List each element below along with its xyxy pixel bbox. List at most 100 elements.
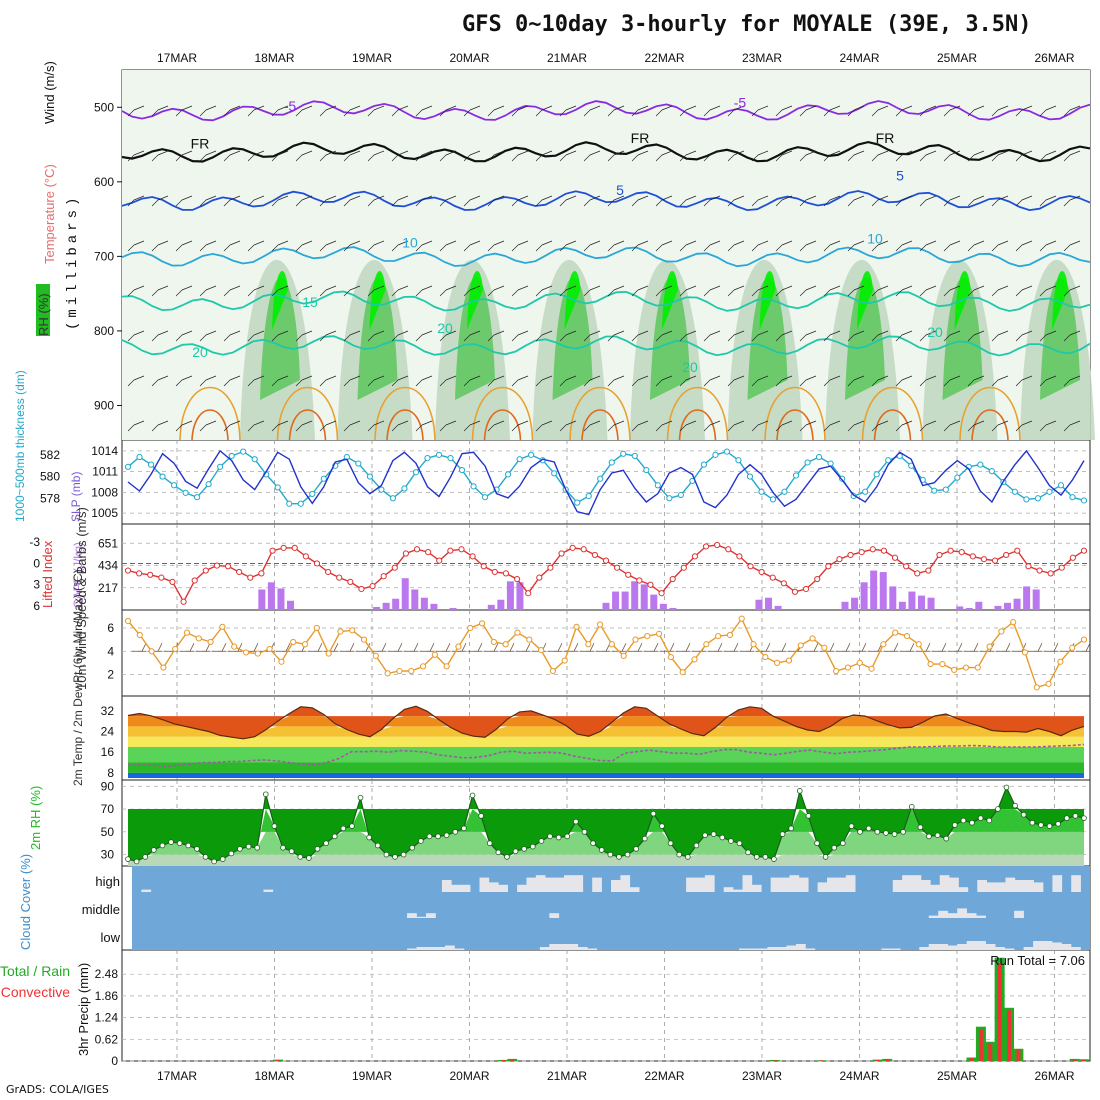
wind-barb	[127, 285, 145, 297]
date-label-bottom: 17MAR	[157, 1069, 197, 1083]
wind-barb	[463, 150, 481, 162]
wind-barb	[559, 375, 577, 387]
cloud-cell	[573, 875, 584, 892]
rh-band	[357, 277, 398, 400]
cloud-cell	[836, 877, 847, 892]
wind-speed-point	[703, 641, 710, 648]
cloud-cell	[407, 913, 417, 918]
rh-point	[624, 851, 631, 858]
rh-point	[263, 791, 269, 798]
wind-barb	[151, 195, 169, 207]
cape-bar	[650, 594, 658, 610]
wind-barb	[463, 285, 481, 297]
wind-barb	[559, 105, 577, 117]
cloud-label-low: low	[100, 930, 120, 945]
wind-barb	[991, 240, 1009, 252]
wind-barb	[895, 195, 913, 207]
ylabel-temp: 2m Temp / 2m DewPt (6hr Min/Max) (°C)	[71, 569, 85, 786]
wind-barb	[607, 330, 625, 342]
wind-barb	[583, 330, 601, 342]
lifted-index-point	[1080, 547, 1088, 554]
precip-convective-bar	[510, 1059, 515, 1061]
thickness-point	[827, 460, 834, 467]
wind-barb	[271, 420, 289, 432]
thickness-point	[988, 468, 995, 475]
isotherm-loop	[678, 409, 717, 441]
wind-barb	[1015, 330, 1033, 342]
rh-point	[409, 844, 416, 851]
thickness-point	[458, 466, 466, 474]
wind-barb	[820, 643, 835, 652]
lifted-index-point	[658, 590, 665, 597]
wind-barb	[751, 240, 769, 252]
thickness-point	[700, 461, 708, 468]
rh-point	[659, 823, 665, 829]
lifted-index-point	[791, 588, 799, 595]
isotherm-loop	[873, 409, 912, 441]
wind-barb	[775, 285, 793, 297]
wind-speed-point	[596, 621, 604, 628]
wind-barb	[343, 240, 361, 252]
wind-barb	[271, 150, 289, 162]
lifted-index-point	[236, 568, 243, 576]
wind-barb	[223, 105, 241, 117]
y-tick-label: 8	[107, 766, 114, 780]
lifted-index-point	[1025, 563, 1032, 570]
wind-barb	[775, 150, 793, 162]
rh-point	[486, 840, 493, 847]
cloud-cell	[554, 877, 565, 892]
y-tick-label: 1005	[91, 506, 118, 520]
cloud-cell	[498, 884, 508, 892]
wind-barb	[367, 195, 385, 207]
contour-label: -5	[284, 98, 297, 114]
cloud-cell	[845, 875, 856, 892]
isotherm-line	[121, 100, 1091, 122]
wind-barb	[836, 643, 851, 652]
y-tick-label: 0	[111, 1054, 118, 1068]
y-tick-label: 651	[98, 536, 118, 550]
wind-speed-point	[1069, 644, 1076, 651]
cloud-cell	[881, 948, 892, 950]
temp-band	[128, 736, 1084, 748]
wind-barb	[1039, 240, 1057, 252]
dewpoint-line	[128, 743, 1085, 768]
wind-barb	[607, 420, 625, 432]
wind-speed-point	[679, 669, 686, 676]
cloud-cell	[686, 877, 696, 892]
wind-barb	[583, 150, 601, 162]
lifted-index-point	[814, 575, 821, 583]
date-label-bottom: 18MAR	[254, 1069, 294, 1083]
thickness-point	[424, 455, 431, 462]
cloud-cell	[1004, 948, 1015, 950]
wind-barb	[823, 375, 841, 387]
cloud-cell	[1005, 877, 1016, 892]
ylabel-thickness: 1000~500mb thickness (dm)	[13, 370, 27, 522]
wind-speed-point	[325, 650, 332, 657]
wind-barb	[991, 330, 1009, 342]
cape-bar	[879, 572, 887, 610]
rh-point	[555, 834, 562, 841]
thickness-point	[792, 472, 800, 479]
thickness-point	[320, 475, 327, 482]
wind-barb	[724, 643, 739, 652]
wind-barb	[367, 330, 385, 342]
isotherm-line	[121, 190, 1091, 212]
cloud-cell	[426, 947, 436, 950]
wind-barb	[1039, 330, 1057, 342]
cloud-label-high: high	[95, 874, 120, 889]
isotherm-loop	[861, 386, 924, 441]
wind-barb	[847, 420, 865, 432]
cloud-cell	[1024, 880, 1034, 892]
thickness-point	[228, 452, 235, 460]
wind-barb	[271, 195, 289, 207]
cloud-cell	[986, 882, 997, 892]
rh-core	[662, 270, 678, 330]
cloud-cell	[1061, 944, 1072, 950]
lifted-index-point	[302, 553, 309, 560]
wind-barb	[847, 195, 865, 207]
wind-barb	[511, 420, 529, 432]
temp-line	[127, 705, 1085, 740]
cape-bar	[965, 607, 973, 610]
rh-point	[702, 832, 708, 839]
rh-point	[917, 824, 924, 831]
